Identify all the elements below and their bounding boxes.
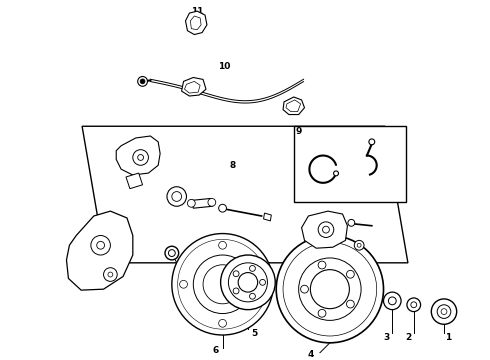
Polygon shape <box>67 211 133 290</box>
Circle shape <box>300 285 308 293</box>
Circle shape <box>193 255 252 314</box>
Polygon shape <box>185 81 200 93</box>
Polygon shape <box>286 100 300 112</box>
Text: 6: 6 <box>213 346 219 355</box>
Circle shape <box>322 226 329 233</box>
Circle shape <box>133 150 148 165</box>
Circle shape <box>441 309 447 315</box>
Circle shape <box>437 305 451 319</box>
Circle shape <box>348 219 355 226</box>
Text: 3: 3 <box>383 333 390 342</box>
Polygon shape <box>192 198 213 208</box>
Text: 9: 9 <box>295 127 302 136</box>
Text: 8: 8 <box>229 161 235 170</box>
Circle shape <box>219 204 226 212</box>
Circle shape <box>219 241 226 249</box>
Polygon shape <box>264 213 271 221</box>
Circle shape <box>220 255 275 310</box>
Circle shape <box>369 139 375 145</box>
Circle shape <box>260 279 266 285</box>
Polygon shape <box>116 136 160 175</box>
Circle shape <box>219 319 226 327</box>
Text: 11: 11 <box>191 6 203 15</box>
Polygon shape <box>82 126 408 263</box>
Circle shape <box>318 309 326 317</box>
Circle shape <box>283 242 377 336</box>
Text: 10: 10 <box>219 62 231 71</box>
Circle shape <box>188 199 195 207</box>
Circle shape <box>172 192 182 201</box>
Circle shape <box>334 171 339 176</box>
Circle shape <box>172 234 273 335</box>
Circle shape <box>178 239 268 329</box>
Circle shape <box>276 235 384 343</box>
Circle shape <box>346 300 354 308</box>
Polygon shape <box>186 11 207 35</box>
Circle shape <box>357 243 361 247</box>
Circle shape <box>233 271 239 277</box>
Circle shape <box>298 258 361 320</box>
Circle shape <box>165 246 179 260</box>
Polygon shape <box>126 173 143 189</box>
Circle shape <box>138 77 147 86</box>
Bar <box>294 126 406 202</box>
Circle shape <box>310 270 349 309</box>
Circle shape <box>384 292 401 310</box>
Circle shape <box>389 297 396 305</box>
Circle shape <box>167 187 187 206</box>
Circle shape <box>249 265 255 271</box>
Circle shape <box>431 299 457 324</box>
Circle shape <box>228 263 268 302</box>
Circle shape <box>138 154 144 161</box>
Circle shape <box>233 288 239 294</box>
Circle shape <box>108 272 113 277</box>
Circle shape <box>346 270 354 278</box>
Circle shape <box>249 293 255 299</box>
Circle shape <box>103 268 117 282</box>
Circle shape <box>258 280 266 288</box>
Circle shape <box>169 249 175 256</box>
Circle shape <box>411 302 416 308</box>
Polygon shape <box>191 16 201 30</box>
Circle shape <box>91 235 110 255</box>
Polygon shape <box>283 97 304 114</box>
Circle shape <box>97 241 104 249</box>
Text: 1: 1 <box>445 333 451 342</box>
Circle shape <box>208 198 216 206</box>
Circle shape <box>318 222 334 238</box>
Text: 4: 4 <box>307 350 314 359</box>
Circle shape <box>203 265 242 304</box>
Text: 5: 5 <box>252 329 258 338</box>
Circle shape <box>354 240 364 250</box>
Text: 7: 7 <box>182 252 189 261</box>
Circle shape <box>318 261 326 269</box>
Polygon shape <box>182 77 206 96</box>
Circle shape <box>140 79 145 84</box>
Circle shape <box>238 273 258 292</box>
Text: 2: 2 <box>405 333 411 342</box>
Circle shape <box>180 280 188 288</box>
Polygon shape <box>301 211 347 248</box>
Circle shape <box>407 298 420 312</box>
